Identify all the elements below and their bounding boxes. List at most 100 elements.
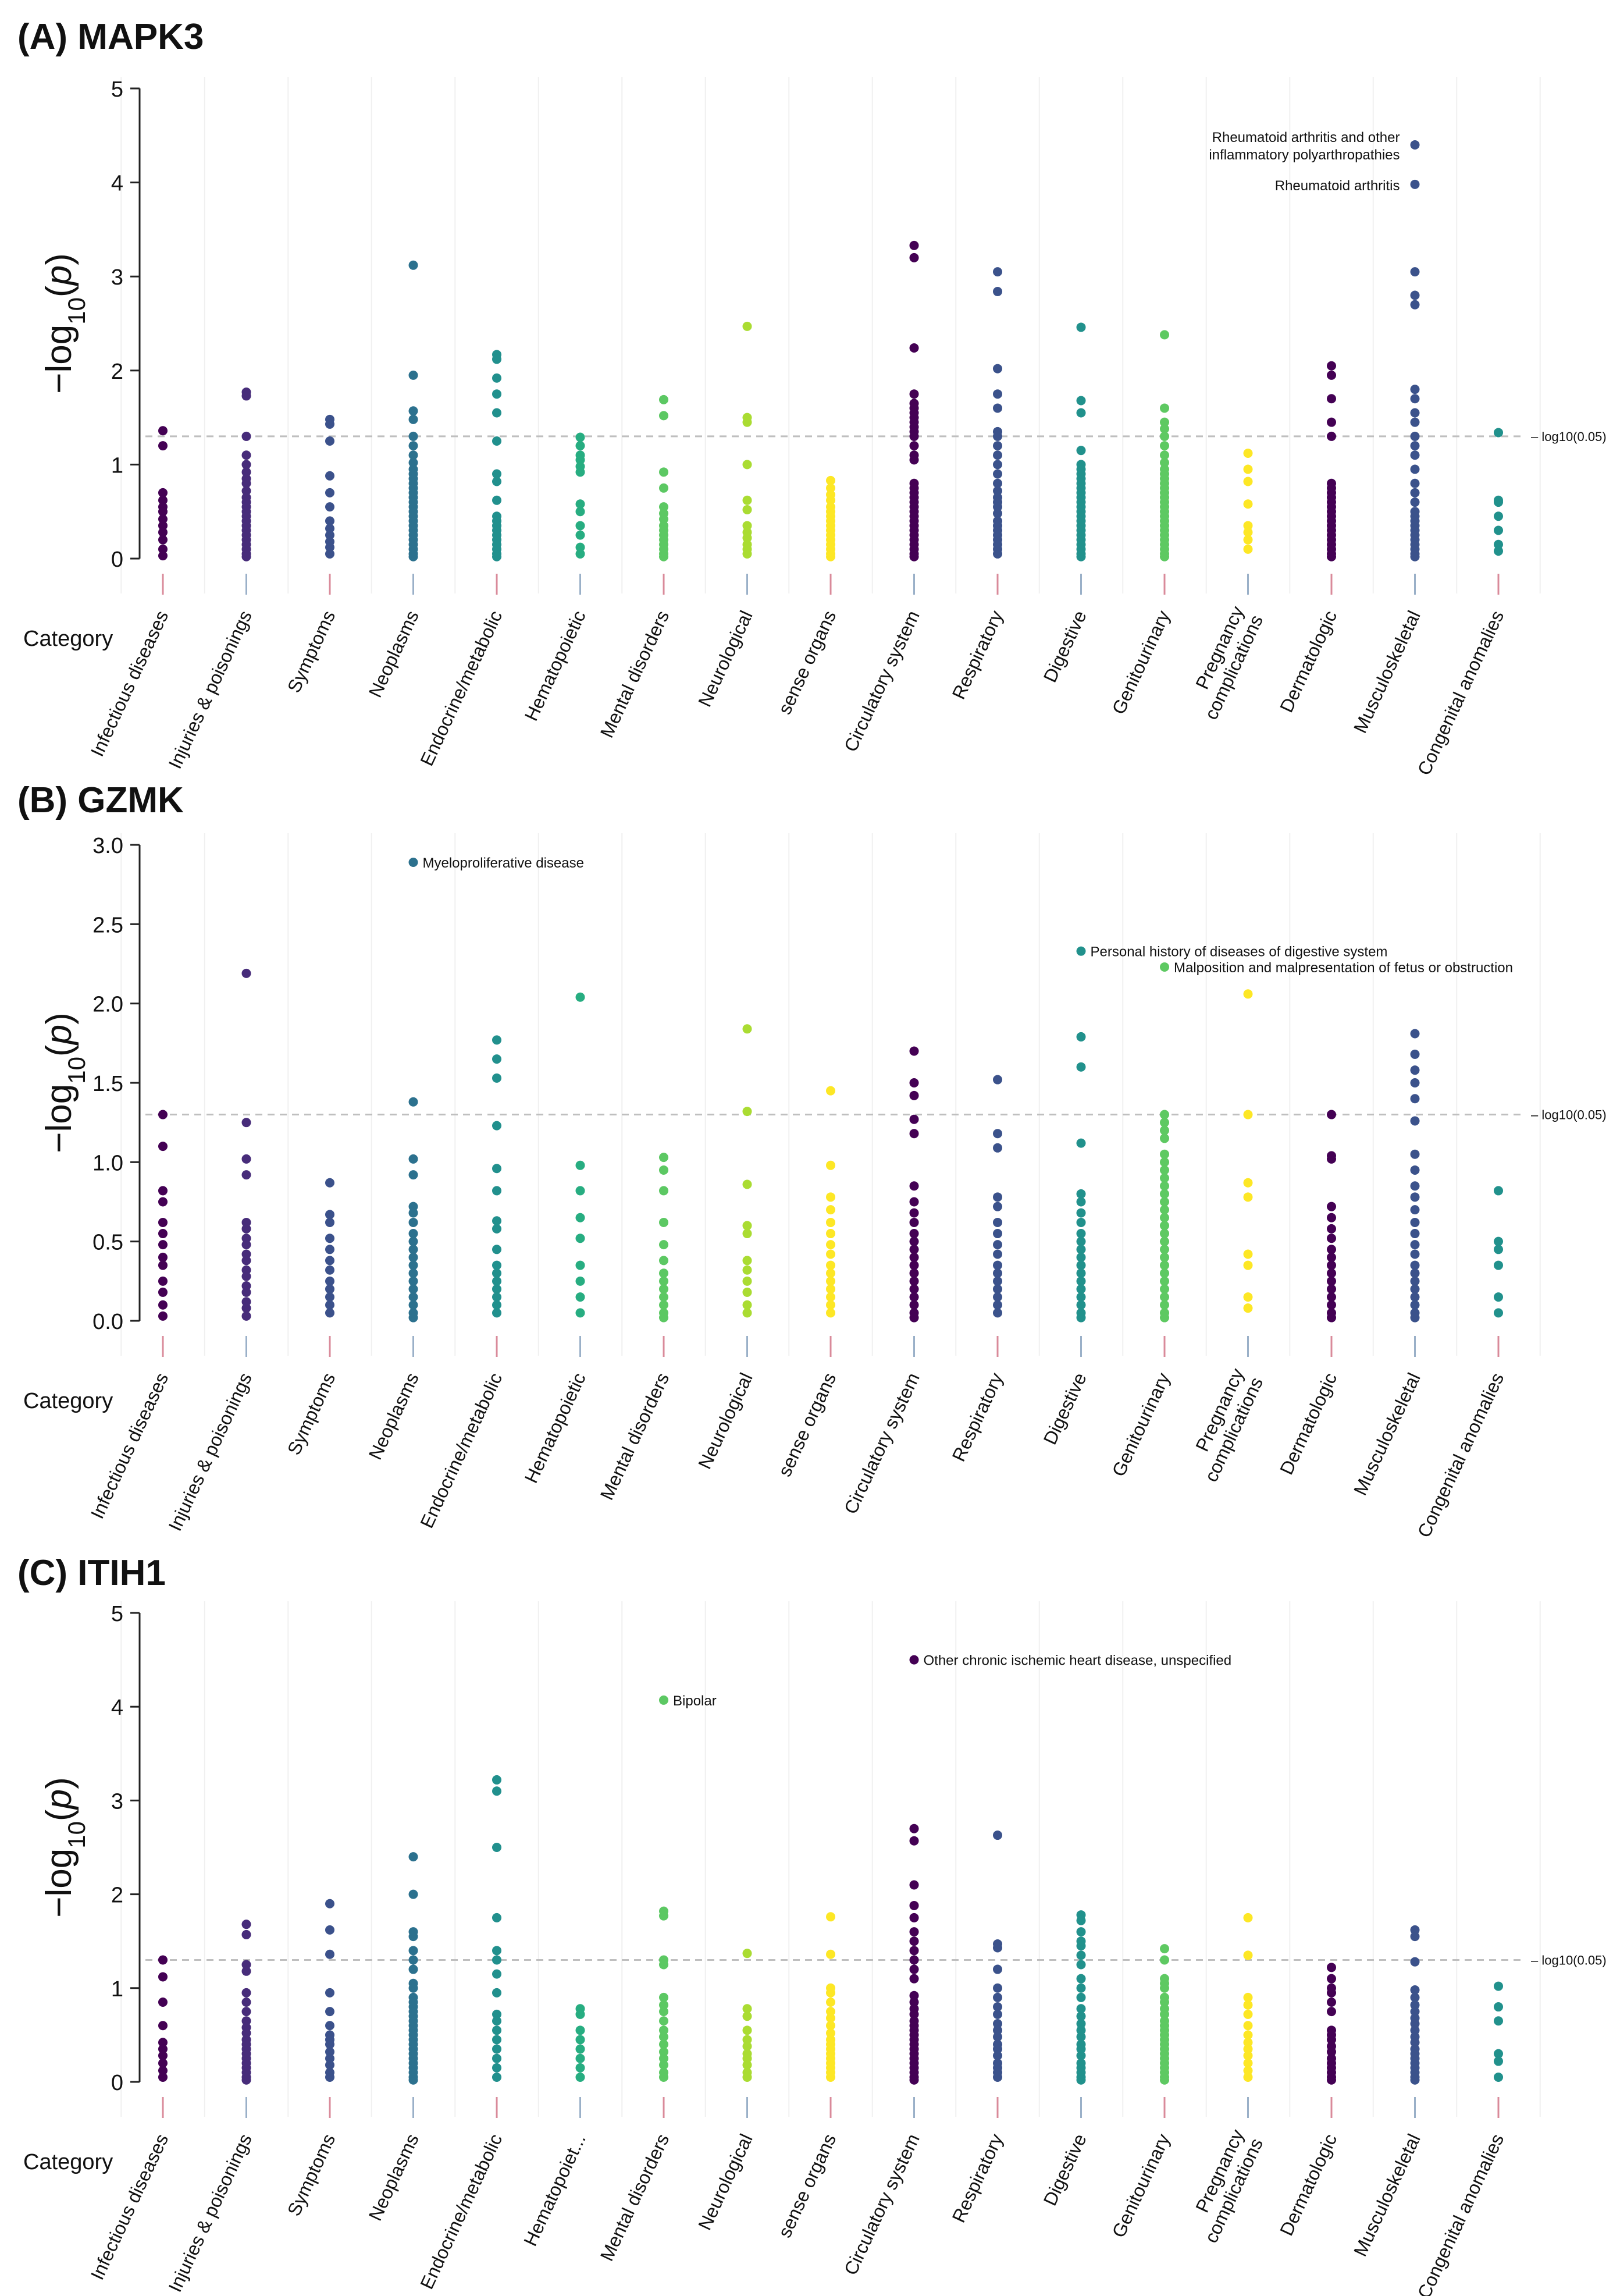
data-point xyxy=(742,1287,752,1297)
category-label: Neurological xyxy=(694,607,757,710)
data-point xyxy=(742,2011,752,2021)
annotation: Bipolar xyxy=(660,1693,717,1709)
data-point xyxy=(993,1292,1002,1302)
data-point xyxy=(742,549,752,559)
series-neoplasms xyxy=(408,1852,418,2085)
data-point xyxy=(325,502,334,512)
data-point xyxy=(492,1988,501,1998)
data-point xyxy=(325,436,334,446)
data-point xyxy=(1243,1992,1253,2002)
data-point xyxy=(659,2016,668,2026)
data-point xyxy=(993,1260,1002,1270)
series-mental-disorders xyxy=(659,394,668,561)
data-point xyxy=(1410,1985,1420,1995)
data-point xyxy=(993,1240,1002,1250)
data-point xyxy=(158,1276,168,1286)
category-label: Injuries & poisonings xyxy=(164,1370,255,1534)
data-point xyxy=(408,1236,418,1246)
data-point xyxy=(1076,1284,1086,1294)
series-circulatory-system xyxy=(909,1655,919,2085)
series-infectious-diseases xyxy=(158,1955,168,2082)
data-point xyxy=(1410,385,1420,394)
data-point xyxy=(1160,1997,1169,2007)
data-point xyxy=(492,1224,501,1234)
data-point xyxy=(492,1186,501,1196)
data-point xyxy=(1494,539,1503,549)
data-point xyxy=(1243,2050,1253,2060)
data-point xyxy=(1160,1313,1169,1323)
data-point xyxy=(158,441,168,451)
data-point xyxy=(575,507,585,517)
data-point xyxy=(1243,449,1253,459)
data-point xyxy=(826,2021,835,2031)
data-point xyxy=(1160,431,1169,441)
data-point xyxy=(659,1284,668,1294)
data-point xyxy=(575,530,585,540)
annotation-text: Personal history of diseases of digestiv… xyxy=(1091,944,1388,960)
data-point xyxy=(1160,1955,1169,1965)
data-point xyxy=(575,2009,585,2019)
data-point xyxy=(158,2021,168,2031)
category-label: Musculoskeletal xyxy=(1349,1370,1425,1499)
category-label: Respiratory xyxy=(948,2131,1007,2226)
data-point xyxy=(1327,2075,1336,2085)
category-label: Symptoms xyxy=(283,1370,340,1458)
data-point xyxy=(993,509,1002,518)
data-point xyxy=(1410,1029,1420,1039)
data-point xyxy=(1160,1165,1169,1175)
data-point xyxy=(826,1284,835,1294)
data-point xyxy=(993,450,1002,460)
category-label: Respiratory xyxy=(948,607,1007,702)
data-point xyxy=(241,1224,251,1234)
data-point xyxy=(1494,1981,1503,1991)
category-label: Hematopoiet... xyxy=(519,2131,590,2249)
data-point xyxy=(492,1969,501,1979)
data-point xyxy=(325,549,334,559)
data-point xyxy=(1410,1165,1420,1175)
data-point xyxy=(1076,1138,1086,1148)
data-point xyxy=(158,1252,168,1262)
data-point xyxy=(826,1268,835,1278)
data-point xyxy=(826,1160,835,1170)
data-point xyxy=(742,1179,752,1189)
data-point xyxy=(1410,290,1420,300)
data-point xyxy=(826,1276,835,1286)
data-point xyxy=(826,1997,835,2007)
data-point xyxy=(909,1292,919,1302)
series-endocrine-metabolic xyxy=(492,350,501,561)
y-tick-label: 5 xyxy=(111,77,123,102)
data-point xyxy=(575,2053,585,2063)
data-point xyxy=(325,1256,334,1266)
data-point xyxy=(492,1245,501,1254)
data-point xyxy=(659,2000,668,2010)
data-point xyxy=(826,2007,835,2017)
annotation: Other chronic ischemic heart disease, un… xyxy=(910,1653,1231,1669)
data-point xyxy=(158,535,168,545)
data-point xyxy=(993,478,1002,488)
data-point xyxy=(1410,488,1420,497)
data-point xyxy=(909,1964,919,1974)
data-point xyxy=(1243,2058,1253,2068)
data-point xyxy=(1243,2030,1253,2040)
data-point xyxy=(1160,1125,1169,1135)
data-point xyxy=(1076,1062,1086,1072)
data-point xyxy=(1410,1217,1420,1227)
data-point xyxy=(659,483,668,493)
category-label: sense organs xyxy=(774,2131,841,2241)
data-point xyxy=(1410,1284,1420,1294)
data-point xyxy=(158,1217,168,1227)
data-point xyxy=(1410,1065,1420,1075)
data-point xyxy=(1076,2050,1086,2060)
data-point xyxy=(1410,464,1420,474)
data-point xyxy=(158,426,168,436)
data-point xyxy=(492,2063,501,2073)
data-point xyxy=(659,1165,668,1175)
data-point xyxy=(1494,1245,1503,1254)
data-point xyxy=(1076,1229,1086,1239)
data-point xyxy=(659,1960,668,1970)
series-symptoms xyxy=(325,1178,334,1318)
data-point xyxy=(1076,1950,1086,1960)
data-point xyxy=(492,1300,501,1310)
category-label: Dermatologic xyxy=(1276,607,1341,716)
x-axis-title: Category xyxy=(23,2150,113,2174)
